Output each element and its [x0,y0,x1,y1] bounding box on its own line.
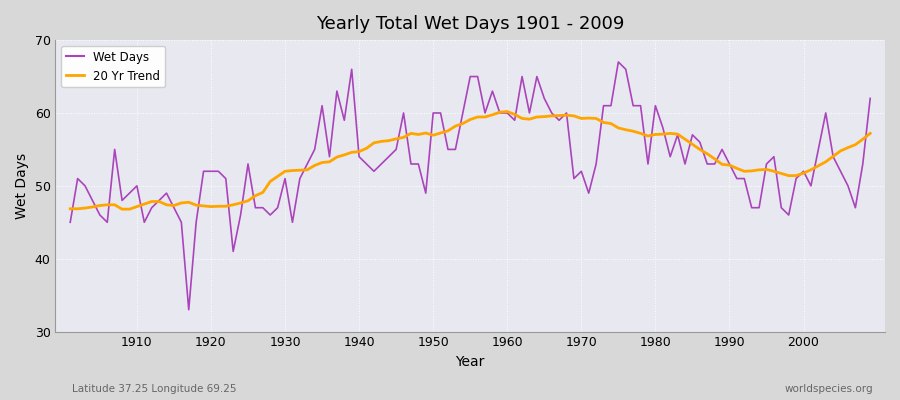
Text: Latitude 37.25 Longitude 69.25: Latitude 37.25 Longitude 69.25 [72,384,237,394]
X-axis label: Year: Year [455,355,485,369]
Y-axis label: Wet Days: Wet Days [15,153,29,219]
Legend: Wet Days, 20 Yr Trend: Wet Days, 20 Yr Trend [61,46,165,87]
Title: Yearly Total Wet Days 1901 - 2009: Yearly Total Wet Days 1901 - 2009 [316,15,625,33]
Text: worldspecies.org: worldspecies.org [785,384,873,394]
